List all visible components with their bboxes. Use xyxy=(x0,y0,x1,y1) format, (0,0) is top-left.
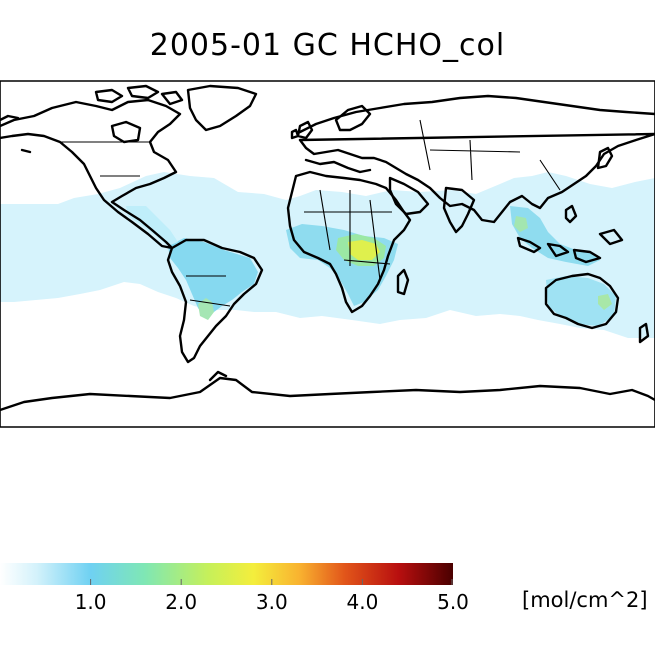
colorbar-units: [mol/cm^2] xyxy=(522,588,648,612)
coast-british-isles xyxy=(290,120,314,140)
coast-new-zealand xyxy=(638,322,650,344)
coast-india xyxy=(442,186,476,234)
colorbar-gradient xyxy=(0,563,453,585)
colorbar xyxy=(0,563,453,585)
country-borders xyxy=(60,119,561,307)
colorbar-tick-label: 1.0 xyxy=(74,590,107,614)
coast-australia xyxy=(544,272,620,330)
coast-south-america xyxy=(166,238,264,364)
coast-antarctic-peninsula xyxy=(208,370,228,382)
world-map xyxy=(0,80,655,428)
coast-japan xyxy=(596,146,614,170)
map-title: 2005-01 GC HCHO_col xyxy=(149,28,506,63)
colorbar-tick-label: 4.0 xyxy=(346,590,379,614)
coast-indonesia xyxy=(516,228,624,264)
colorbar-ticks xyxy=(90,579,453,585)
coast-antarctica xyxy=(0,376,655,412)
southeast-asia-hotspot xyxy=(514,216,528,232)
coast-canadian-islands xyxy=(94,84,184,106)
coast-africa xyxy=(286,170,412,314)
colorbar-tick-label: 3.0 xyxy=(255,590,288,614)
coast-greenland xyxy=(186,84,258,132)
australia-hcho xyxy=(546,276,616,326)
coast-philippines xyxy=(564,204,578,224)
south-america-hcho xyxy=(168,238,258,316)
coast-madagascar xyxy=(396,268,410,296)
coast-alaska-islands xyxy=(0,114,32,154)
colorbar-tick-label: 5.0 xyxy=(437,590,469,614)
coast-north-america xyxy=(0,98,182,250)
coast-scandinavia xyxy=(334,104,372,132)
colorbar-tick-label: 2.0 xyxy=(165,590,198,614)
coast-hudson-bay xyxy=(110,120,142,144)
coast-mediterranean xyxy=(304,158,372,174)
central-america-hcho xyxy=(126,206,178,246)
australia-hotspot xyxy=(598,294,612,310)
coastlines xyxy=(0,80,655,428)
africa-hotspot-inner xyxy=(348,240,380,260)
